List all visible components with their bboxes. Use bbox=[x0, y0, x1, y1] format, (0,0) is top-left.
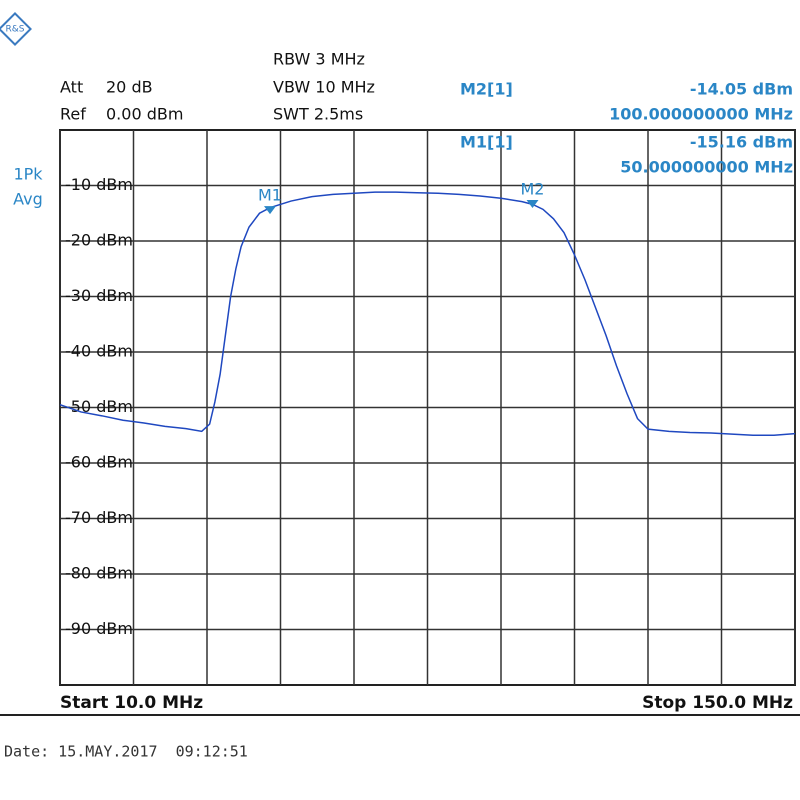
marker-frequency: 50.000000000 MHz bbox=[620, 158, 793, 177]
marker-tag: M1 bbox=[258, 186, 282, 205]
y-tick-label: -80 dBm bbox=[65, 564, 133, 583]
trace-mode: 1Pk bbox=[13, 165, 43, 184]
y-tick-label: -50 dBm bbox=[65, 397, 133, 416]
trace bbox=[59, 191, 796, 436]
ref-value: 0.00 dBm bbox=[106, 105, 183, 124]
y-tick-label: -40 dBm bbox=[65, 342, 133, 361]
stop-label: Stop 150.0 MHz bbox=[642, 693, 793, 713]
svg-text:R&S: R&S bbox=[6, 25, 25, 35]
marker-tag: M2 bbox=[521, 179, 545, 198]
y-tick-label: -20 dBm bbox=[65, 231, 133, 250]
marker-value: -14.05 dBm bbox=[690, 80, 793, 99]
marker bbox=[264, 206, 276, 215]
rbw: RBW 3 MHz bbox=[273, 50, 365, 69]
y-tick-label: -90 dBm bbox=[65, 619, 133, 638]
logo: R&S bbox=[0, 12, 32, 46]
y-tick-label: -30 dBm bbox=[65, 286, 133, 305]
ref-label: Ref bbox=[60, 105, 86, 124]
start-label: Start 10.0 MHz bbox=[60, 693, 203, 713]
att-label: Att bbox=[60, 78, 83, 97]
marker-value: -15.16 dBm bbox=[690, 133, 793, 152]
date-label: Date: 15.MAY.2017 09:12:51 bbox=[4, 743, 248, 761]
y-tick-label: -60 dBm bbox=[65, 453, 133, 472]
marker bbox=[526, 199, 539, 208]
marker-name: M1[1] bbox=[460, 133, 513, 152]
y-tick-label: -70 dBm bbox=[65, 508, 133, 527]
swt: SWT 2.5ms bbox=[273, 105, 363, 124]
vbw: VBW 10 MHz bbox=[273, 78, 375, 97]
trace-mode: Avg bbox=[13, 190, 43, 209]
att-value: 20 dB bbox=[106, 78, 153, 97]
marker-name: M2[1] bbox=[460, 80, 513, 99]
y-tick-label: -10 dBm bbox=[65, 175, 133, 194]
marker-frequency: 100.000000000 MHz bbox=[609, 105, 793, 124]
